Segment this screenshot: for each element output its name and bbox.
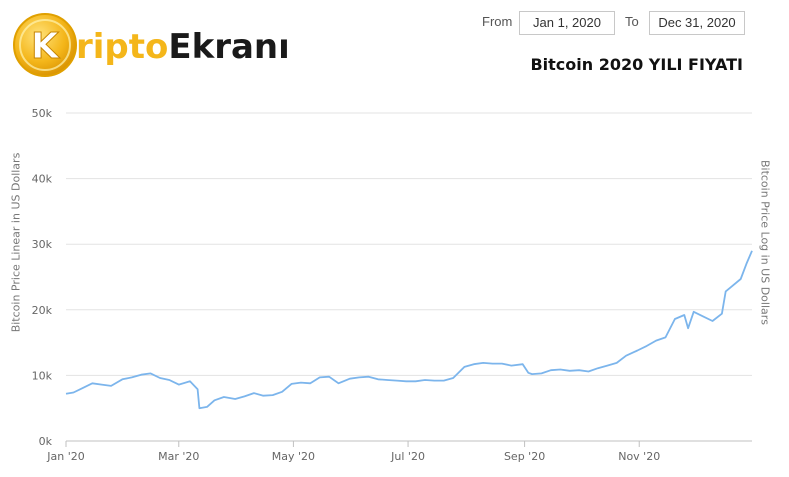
y-tick-label: 0k — [39, 435, 53, 448]
x-axis: Jan '20 Mar '20 May '20 Jul '20 Sep '20 Nov '… — [46, 441, 660, 463]
series-line — [65, 250, 753, 410]
x-tick-label: Sep '20 — [504, 450, 545, 463]
y-tick-label: 10k — [32, 369, 53, 382]
x-tick-label: Nov '20 — [618, 450, 660, 463]
series — [65, 250, 753, 410]
y-tick-labels: 0k 10k 20k 30k 40k 50k — [32, 107, 53, 448]
logo-text-ekrani: Ekranı — [168, 27, 289, 67]
to-date-input[interactable]: Dec 31, 2020 — [649, 11, 745, 35]
x-tick-label: May '20 — [272, 450, 315, 463]
kriptoekrani-logo: K riptoEkranı — [13, 13, 290, 77]
y-tick-label: 40k — [32, 173, 53, 186]
y-tick-label: 30k — [32, 238, 53, 251]
x-tick-label: Mar '20 — [158, 450, 199, 463]
chart-title: Bitcoin 2020 YILI FIYATI — [530, 55, 743, 74]
x-tick-label: Jan '20 — [46, 450, 84, 463]
logo-text-kripto: ripto — [76, 27, 168, 67]
svg-text:riptoEkranı: riptoEkranı — [76, 27, 290, 67]
from-date-input[interactable]: Jan 1, 2020 — [519, 11, 615, 35]
from-label: From — [482, 14, 513, 29]
coin-icon — [13, 13, 77, 77]
y-tick-label: 50k — [32, 107, 53, 120]
coin-letter: K — [31, 26, 60, 67]
x-tick-label: Jul '20 — [390, 450, 425, 463]
grid-lines — [66, 112, 752, 442]
to-label: To — [625, 14, 639, 29]
y-tick-label: 20k — [32, 304, 53, 317]
